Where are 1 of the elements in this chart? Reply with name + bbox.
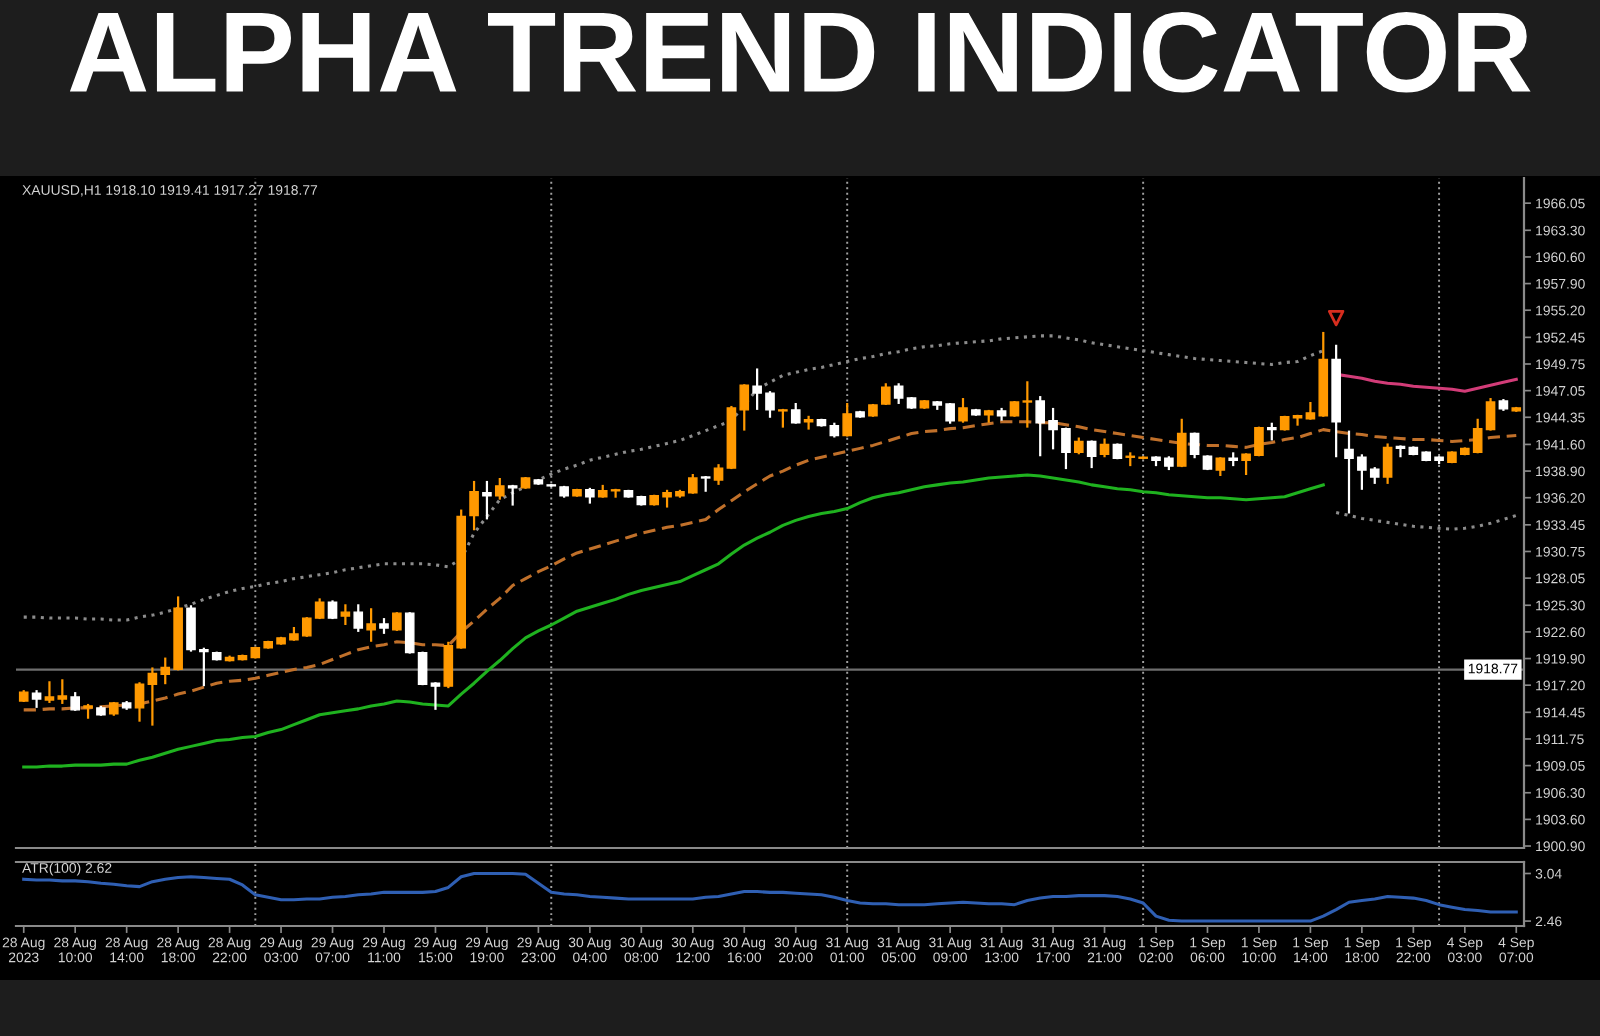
chart-title: ALPHA TREND INDICATOR <box>69 11 1531 93</box>
